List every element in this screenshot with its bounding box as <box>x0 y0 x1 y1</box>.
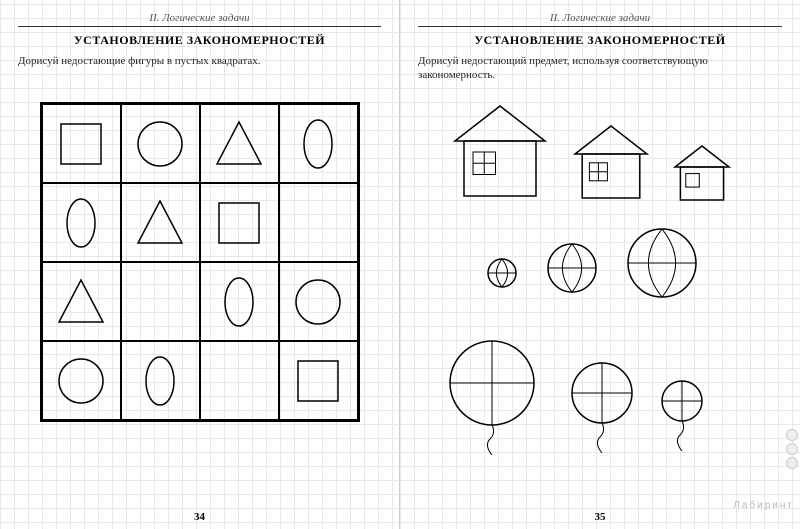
house-icon <box>450 101 550 201</box>
grid-cell <box>200 183 279 262</box>
page-left: II. Логические задачи УСТАНОВЛЕНИЕ ЗАКОН… <box>0 0 400 529</box>
section-label: II. Логические задачи <box>18 12 381 24</box>
page-right: II. Логические задачи УСТАНОВЛЕНИЕ ЗАКОН… <box>400 0 800 529</box>
beachball-icon <box>546 242 598 294</box>
balloon-icon <box>660 379 704 455</box>
grid-cell <box>200 104 279 183</box>
page-number-left: 34 <box>0 511 399 523</box>
page-title-left: УСТАНОВЛЕНИЕ ЗАКОНОМЕРНОСТЕЙ <box>18 33 381 48</box>
section-label: II. Логические задачи <box>418 12 782 24</box>
instruction-left: Дорисуй недостающие фигуры в пустых квад… <box>18 54 381 82</box>
house-icon <box>570 121 652 203</box>
rule <box>418 26 782 27</box>
instruction-right: Дорисуй недостающий предмет, используя с… <box>418 54 782 83</box>
rule <box>18 26 381 27</box>
grid-cell <box>279 104 358 183</box>
grid-cell <box>121 262 200 341</box>
grid-cell <box>121 104 200 183</box>
grid-cell <box>279 183 358 262</box>
grid-cell <box>42 341 121 420</box>
drawing-area <box>420 91 780 471</box>
grid-cell <box>121 341 200 420</box>
grid-cell <box>42 183 121 262</box>
grid-cell <box>42 104 121 183</box>
grid-cell <box>121 183 200 262</box>
book-spread: II. Логические задачи УСТАНОВЛЕНИЕ ЗАКОН… <box>0 0 800 529</box>
beachball-icon <box>486 257 518 289</box>
shape-grid <box>40 102 360 422</box>
beachball-icon <box>626 227 698 299</box>
grid-cell <box>279 341 358 420</box>
balloon-icon <box>448 339 536 459</box>
page-title-right: УСТАНОВЛЕНИЕ ЗАКОНОМЕРНОСТЕЙ <box>418 33 782 48</box>
grid-cell <box>200 341 279 420</box>
page-number-right: 35 <box>400 511 800 523</box>
balloon-icon <box>570 361 634 457</box>
house-icon <box>670 141 734 205</box>
watermark: Лабиринт <box>733 500 794 511</box>
traffic-light-icon <box>786 429 798 469</box>
grid-cell <box>279 262 358 341</box>
grid-cell <box>200 262 279 341</box>
grid-cell <box>42 262 121 341</box>
